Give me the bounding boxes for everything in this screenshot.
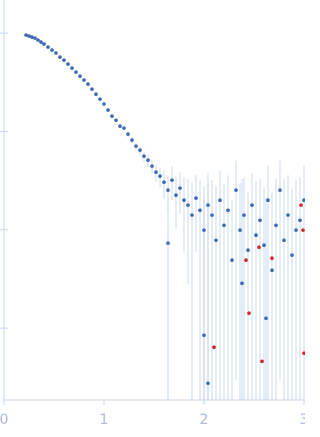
data-point: [66, 62, 70, 66]
data-point: [50, 48, 54, 52]
data-point: [242, 213, 246, 217]
data-point: [90, 87, 94, 91]
data-point: [78, 74, 82, 78]
data-point: [62, 58, 66, 62]
data-point: [110, 114, 114, 118]
data-point: [190, 213, 194, 217]
data-point: [182, 198, 186, 202]
data-point: [82, 78, 86, 82]
data-point: [54, 51, 58, 55]
data-point: [86, 82, 90, 86]
data-point: [27, 34, 31, 38]
data-point: [264, 316, 268, 321]
data-point: [186, 203, 190, 207]
data-point: [246, 248, 250, 253]
data-point: [106, 108, 110, 112]
data-point: [170, 178, 174, 182]
data-point: [74, 70, 78, 74]
data-point: [118, 124, 122, 129]
data-point: [244, 258, 248, 262]
data-point: [194, 196, 198, 200]
data-point: [178, 186, 182, 190]
data-point: [298, 218, 302, 223]
data-point: [39, 40, 43, 44]
data-point: [33, 36, 37, 40]
data-point: [102, 102, 106, 106]
data-point: [238, 228, 242, 232]
data-point: [114, 118, 118, 123]
data-point: [98, 97, 102, 101]
data-point: [162, 180, 166, 184]
error-bars: [25, 34, 305, 400]
x-tick-label: 0: [0, 412, 8, 428]
data-point: [166, 241, 170, 245]
page: {"chart_data": {"type": "scatter", "log_…: [0, 0, 305, 428]
x-tick-label: 1: [100, 412, 109, 428]
data-point: [294, 228, 298, 232]
data-point: [299, 203, 303, 207]
data-point: [302, 198, 305, 202]
data-point: [122, 126, 126, 130]
data-point: [36, 38, 40, 42]
data-point: [146, 158, 150, 163]
data-point: [70, 66, 74, 70]
data-point: [138, 148, 142, 152]
data-point: [212, 345, 216, 350]
data-point: [30, 35, 34, 39]
data-point: [278, 188, 282, 192]
data-point: [202, 333, 206, 338]
data-point: [206, 203, 210, 207]
data-point: [257, 245, 261, 250]
data-point: [250, 203, 254, 207]
data-point: [214, 238, 218, 243]
data-point: [286, 213, 290, 217]
data-point: [202, 228, 206, 232]
data-point: [218, 198, 222, 202]
data-point: [274, 223, 278, 228]
chart: 0 1 2 3: [0, 0, 305, 428]
data-point: [42, 42, 46, 46]
data-point: [301, 228, 305, 232]
data-point: [126, 132, 130, 136]
data-point: [46, 45, 50, 49]
data-point: [254, 233, 258, 238]
data-point: [247, 311, 251, 315]
data-point: [234, 188, 238, 192]
data-point: [258, 218, 262, 223]
data-point: [290, 253, 294, 257]
data-point: [24, 33, 28, 37]
data-point: [210, 213, 214, 217]
data-point: [266, 198, 270, 202]
data-point: [58, 55, 62, 59]
data-point: [270, 268, 274, 273]
data-point: [282, 238, 286, 243]
data-point: [260, 359, 264, 364]
x-tick-label: 2: [200, 412, 209, 428]
data-point: [154, 170, 158, 175]
data-point: [94, 92, 98, 97]
data-point: [166, 188, 170, 192]
points: [24, 33, 305, 386]
data-point: [150, 164, 154, 168]
data-point: [226, 208, 230, 213]
data-point: [130, 138, 134, 142]
x-tick-label: 3: [300, 412, 305, 428]
data-point: [262, 243, 266, 248]
data-point: [174, 193, 178, 197]
data-point: [230, 258, 234, 262]
data-point: [222, 223, 226, 228]
data-point: [240, 281, 244, 286]
data-point: [158, 174, 162, 178]
data-point: [134, 144, 138, 148]
data-point: [198, 208, 202, 213]
data-point: [302, 351, 305, 356]
data-point: [270, 256, 274, 261]
data-point: [142, 154, 146, 158]
data-point: [206, 381, 210, 386]
